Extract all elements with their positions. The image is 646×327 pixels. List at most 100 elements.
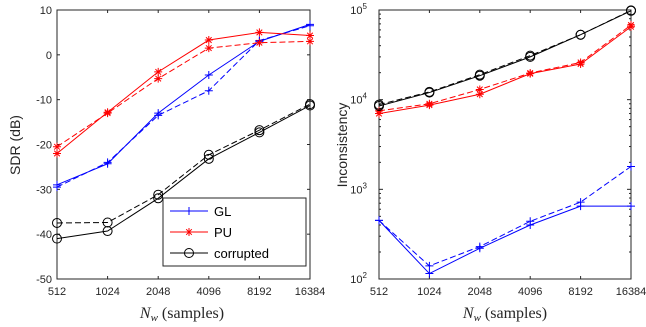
x-tick-label: 1024 — [417, 286, 441, 298]
data-point — [576, 58, 585, 67]
data-point — [255, 38, 264, 47]
series-PU-dashed — [53, 37, 314, 151]
y-tick-exponent: 5 — [363, 2, 368, 11]
legend-marker — [185, 228, 193, 236]
data-point — [374, 99, 384, 110]
legend-marker — [184, 248, 194, 258]
data-point — [375, 216, 383, 225]
sdr-y-axis-label: SDR (dB) — [7, 115, 23, 175]
data-point — [254, 127, 265, 138]
x-tick-label: 8192 — [568, 286, 592, 298]
x-tick-label: 2048 — [468, 286, 492, 298]
data-point — [306, 37, 314, 46]
y-tick-label: 102 — [350, 271, 367, 286]
x-tick-label: 512 — [370, 286, 388, 298]
legend: GL PU corrupted — [162, 197, 307, 267]
data-point — [53, 149, 61, 158]
sdr-x-axis-rest: (samples) — [158, 305, 224, 322]
series-GL-dashed — [375, 162, 635, 270]
x-tick-label: 16384 — [616, 286, 646, 298]
y-tick-base: 10 — [350, 5, 362, 17]
data-point — [627, 202, 635, 211]
y-tick-label: -50 — [36, 274, 52, 286]
data-point — [153, 189, 164, 200]
data-point — [425, 269, 434, 278]
data-point — [103, 109, 112, 118]
data-point — [525, 50, 536, 61]
data-point — [425, 99, 434, 108]
data-point — [475, 85, 484, 94]
y-tick-label: 103 — [350, 181, 367, 196]
series-corrupted-dashed — [374, 5, 636, 110]
series-line — [56, 40, 311, 148]
inconsistency-x-ticks: 512 1024 2048 4096 8192 16384 — [370, 10, 646, 298]
legend-label: GL — [214, 204, 231, 219]
y-tick-label: 105 — [350, 2, 367, 17]
data-point — [204, 44, 213, 53]
data-point — [204, 71, 213, 80]
sdr-chart: 10 0 -10 -20 -30 -40 -50 512 1024 2048 4096 8192 16… — [7, 5, 325, 324]
y-tick-label: -40 — [36, 229, 52, 241]
series-line — [56, 105, 311, 240]
y-tick-exponent: 3 — [363, 181, 368, 190]
sdr-series — [52, 20, 315, 244]
sdr-y-ticks: 10 0 -10 -20 -30 -40 -50 — [36, 5, 310, 286]
data-point — [52, 233, 62, 244]
sdr-x-axis-var: N — [139, 305, 152, 322]
data-point — [576, 198, 585, 207]
data-point — [305, 99, 315, 110]
y-tick-label: 10 — [40, 5, 52, 17]
data-point — [627, 21, 635, 30]
legend-marker — [185, 207, 193, 215]
legend-label: corrupted — [214, 246, 269, 261]
sdr-x-axis-label: Nw (samples) — [139, 305, 224, 324]
series-line — [378, 205, 631, 275]
inconsistency-plot-area — [378, 9, 632, 280]
y-tick-base: 10 — [350, 184, 362, 196]
data-point — [154, 67, 163, 76]
y-tick-label: 0 — [46, 50, 52, 62]
data-point — [52, 217, 62, 228]
x-tick-label: 512 — [48, 286, 66, 298]
y-tick-base: 10 — [350, 95, 362, 107]
y-tick-label: 104 — [350, 92, 367, 107]
x-tick-label: 2048 — [146, 286, 170, 298]
data-point — [103, 158, 112, 167]
data-point — [306, 31, 314, 40]
data-point — [627, 162, 635, 171]
legend-item-PU: PU — [170, 225, 232, 240]
x-tick-label: 1024 — [95, 286, 119, 298]
data-point — [474, 69, 485, 80]
data-point — [575, 29, 586, 40]
inconsistency-x-axis-var: N — [462, 305, 475, 322]
legend-item-corrupted: corrupted — [170, 246, 269, 261]
y-tick-exponent: 2 — [363, 271, 368, 280]
data-point — [154, 111, 163, 120]
series-corrupted-dashed — [52, 99, 315, 228]
data-point — [526, 217, 535, 226]
x-tick-label: 4096 — [518, 286, 542, 298]
legend-items: GL PU corrupted — [170, 204, 269, 261]
data-point — [424, 86, 435, 97]
legend-label: PU — [214, 225, 232, 240]
data-point — [425, 261, 434, 270]
x-tick-label: 16384 — [295, 286, 326, 298]
data-point — [255, 28, 264, 37]
data-point — [626, 5, 636, 16]
data-point — [53, 142, 61, 151]
data-point — [526, 69, 535, 78]
series-line — [56, 23, 311, 186]
data-point — [102, 217, 113, 228]
y-tick-label: -10 — [36, 95, 52, 107]
data-point — [475, 242, 484, 251]
data-point — [475, 90, 484, 99]
inconsistency-y-axis-label: Inconsistency — [334, 103, 350, 188]
inconsistency-series — [374, 5, 636, 278]
data-point — [204, 86, 213, 95]
series-line — [378, 24, 632, 112]
data-point — [53, 183, 61, 192]
inconsistency-x-axis-label: Nw (samples) — [462, 305, 547, 324]
